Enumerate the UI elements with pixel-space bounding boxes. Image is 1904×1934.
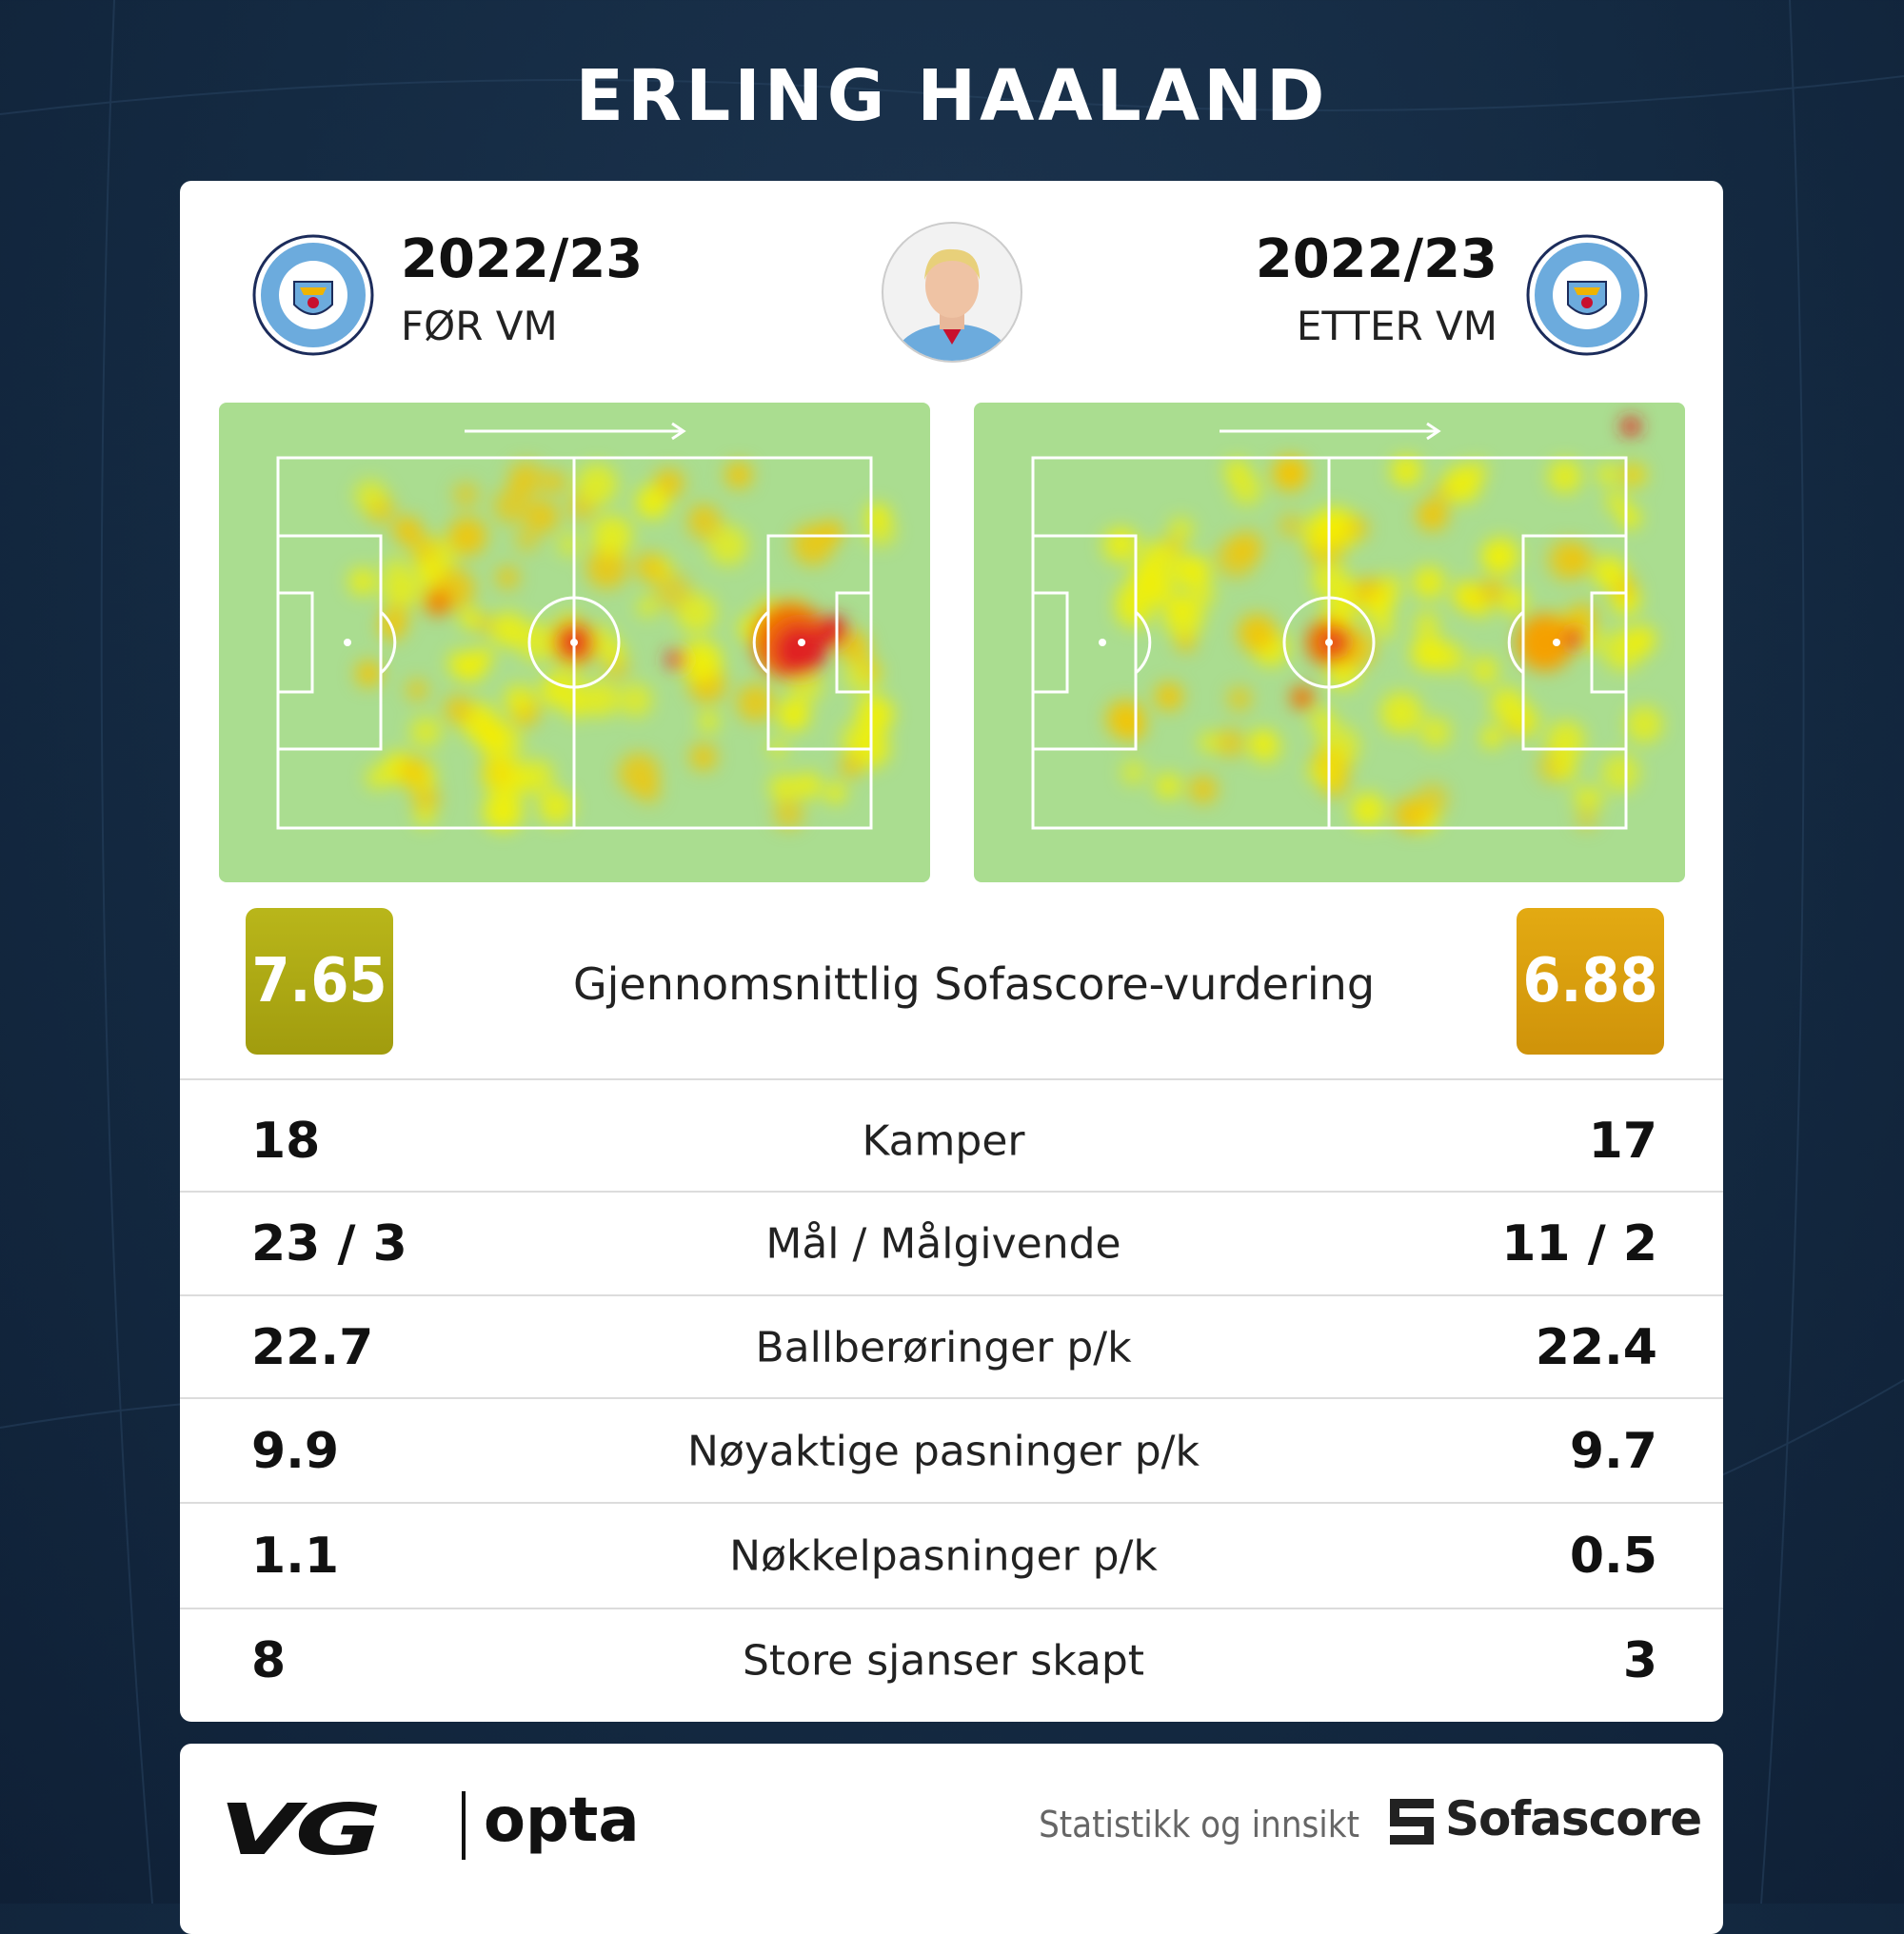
- stat-label: Store sjanser skapt: [742, 1636, 1145, 1686]
- partner-logo: opta: [484, 1786, 640, 1856]
- period-label: ETTER VM: [1296, 303, 1497, 349]
- rating-badge: 7.65: [246, 908, 393, 1055]
- right-value: 17: [1588, 1113, 1657, 1170]
- player-photo: [882, 222, 1022, 363]
- period-label: FØR VM: [401, 303, 558, 349]
- provider-icon: [1390, 1799, 1434, 1845]
- right-value: 11 / 2: [1501, 1215, 1657, 1273]
- rating-badge: 6.88: [1517, 908, 1664, 1055]
- divider: [462, 1791, 466, 1860]
- right-value: 9.7: [1569, 1423, 1657, 1480]
- brand-logo: VG: [219, 1789, 382, 1871]
- left-value: 23 / 3: [251, 1215, 407, 1273]
- title: ERLING HAALAND: [575, 55, 1329, 137]
- stat-label: Ballberøringer p/k: [755, 1323, 1132, 1372]
- rating-label: Gjennomsnittlig Sofascore-vurdering: [572, 958, 1376, 1010]
- right-value: 0.5: [1569, 1528, 1657, 1585]
- stat-label: Kamper: [862, 1116, 1025, 1166]
- stat-label: Nøyaktige pasninger p/k: [687, 1427, 1200, 1476]
- club-crest: [1526, 234, 1648, 356]
- row-divider: [180, 1608, 1723, 1609]
- left-value: 9.9: [251, 1423, 340, 1480]
- club-crest: [252, 234, 374, 356]
- right-value: 22.4: [1535, 1319, 1657, 1376]
- heatmap: [974, 403, 1685, 882]
- stat-label: Mål / Målgivende: [765, 1219, 1121, 1269]
- left-value: 18: [251, 1113, 321, 1170]
- row-divider: [180, 1502, 1723, 1504]
- stat-label: Nøkkelpasninger p/k: [729, 1531, 1158, 1581]
- season: 2022/23: [1255, 228, 1497, 290]
- left-value: 1.1: [251, 1528, 340, 1585]
- tagline: Statistikk og innsikt: [1039, 1804, 1359, 1845]
- left-value: 8: [251, 1632, 287, 1689]
- row-divider: [180, 1191, 1723, 1193]
- row-divider: [180, 1078, 1723, 1080]
- season: 2022/23: [401, 228, 644, 290]
- row-divider: [180, 1294, 1723, 1296]
- row-divider: [180, 1397, 1723, 1399]
- footer: [180, 1744, 1723, 1934]
- left-value: 22.7: [251, 1319, 374, 1376]
- provider-logo: Sofascore: [1445, 1791, 1702, 1846]
- heatmap: [219, 403, 930, 882]
- right-value: 3: [1622, 1632, 1657, 1689]
